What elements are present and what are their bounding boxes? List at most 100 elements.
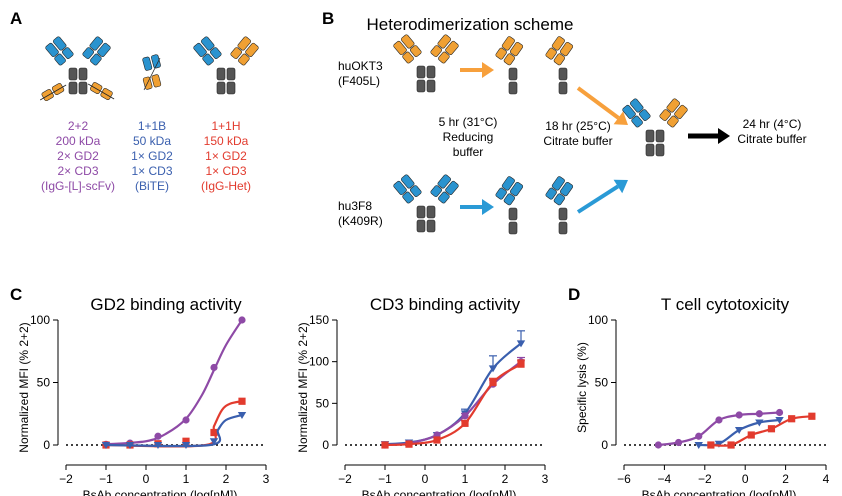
series-curve (384, 342, 522, 446)
step2-conditions-line: Citrate buffer (543, 134, 612, 148)
x-tick-label: −2 (698, 472, 712, 486)
data-point (154, 432, 162, 440)
domain-block (237, 36, 252, 51)
x-axis-label: BsAb concentration (log[nM]) (83, 488, 238, 496)
domain-block (438, 191, 450, 204)
arrow-step3 (688, 128, 730, 144)
scfv-gd2 (142, 54, 161, 71)
panel-a-construct-illustrations (39, 36, 259, 102)
domain-block (508, 81, 518, 95)
y-tick-label: 150 (309, 313, 329, 327)
data-point (715, 416, 723, 424)
domain-block (90, 82, 103, 95)
series-circle (102, 316, 246, 448)
x-tick-label: 2 (502, 472, 509, 486)
x-tick-label: −2 (338, 472, 352, 486)
step3-conditions: 24 hr (4°C)Citrate buffer (737, 117, 806, 146)
domain-block (400, 34, 415, 49)
domain-block (226, 67, 236, 81)
fab-arm (45, 36, 74, 66)
construct-label-line: 1× GD2 (205, 149, 247, 163)
domain-block (230, 47, 243, 59)
x-tick-label: −4 (658, 472, 672, 486)
data-point (516, 340, 526, 348)
parent-huokt3-label-line: huOKT3 (338, 59, 383, 73)
domain-block (100, 88, 113, 101)
domain-block (510, 181, 524, 197)
domain-block (508, 67, 518, 81)
data-point (125, 442, 135, 449)
series-circle (381, 356, 525, 449)
domain-block (200, 36, 215, 51)
domain-block (202, 53, 214, 66)
fc-region (68, 67, 88, 95)
parent-huokt3-label-line: (F405L) (338, 74, 380, 88)
domain-block (393, 40, 407, 55)
construct-label-line: (BiTE) (135, 179, 169, 193)
series-curve (105, 319, 243, 446)
construct-igg-het-drawing (193, 36, 259, 95)
domain-block (51, 83, 65, 96)
data-point (808, 412, 816, 420)
y-axis-label: Specific lysis (%) (575, 342, 589, 433)
construct-label-line: 1× GD2 (131, 149, 173, 163)
data-point (775, 408, 784, 417)
domain-block (445, 40, 459, 55)
x-tick-label: 0 (742, 472, 749, 486)
heterodimerization-scheme: huOKT3(F405L) hu3F8(K409R) 5 hr (31°C)Redu… (338, 34, 807, 235)
domain-block (402, 51, 414, 64)
data-point (488, 365, 498, 373)
domain-block (151, 54, 161, 69)
step3-conditions-line: 24 hr (4°C) (743, 117, 802, 131)
domain-block (54, 53, 66, 66)
data-point (153, 442, 163, 449)
arrow-head (613, 111, 628, 125)
domain-block (437, 34, 452, 49)
panel-letter-a: A (10, 9, 22, 28)
step1-conditions-line: buffer (453, 145, 483, 159)
fab-arm (393, 34, 422, 64)
domain-block (508, 221, 518, 235)
fab-arm (622, 98, 651, 128)
x-tick-label: 4 (823, 472, 830, 486)
fc-region (645, 129, 665, 157)
hu3f8-half-antibody-2 (545, 176, 574, 235)
data-point (747, 431, 755, 439)
domain-block (52, 36, 67, 51)
data-point (775, 417, 784, 424)
step1-conditions-line: Reducing (443, 130, 494, 144)
domain-block (622, 104, 636, 119)
domain-block (629, 98, 644, 113)
domain-block (416, 65, 426, 79)
domain-block (245, 42, 259, 57)
x-tick-label: 1 (183, 472, 190, 486)
domain-block (193, 42, 207, 57)
domain-block (41, 89, 54, 102)
y-tick-label: 50 (37, 376, 51, 390)
domain-block (226, 81, 236, 95)
domain-block (68, 81, 78, 95)
domain-block (78, 81, 88, 95)
construct-label-line: 1× CD3 (205, 164, 246, 178)
step2-conditions: 18 hr (25°C)Citrate buffer (543, 119, 612, 148)
data-point (210, 363, 218, 372)
huokt3-half-antibody-2 (545, 36, 574, 95)
data-point (461, 419, 469, 427)
domain-block (426, 79, 436, 93)
arrow-shaft (576, 184, 619, 214)
domain-block (558, 221, 568, 235)
domain-block (560, 181, 574, 197)
x-tick-label: −2 (59, 472, 73, 486)
construct-label-line: 2+2 (68, 119, 89, 133)
arrow-step2-top (576, 86, 628, 125)
parent-hu3f8-label-line: (K409R) (338, 214, 383, 228)
construct-label-line: 1× CD3 (131, 164, 172, 178)
data-point (714, 440, 724, 448)
data-point (238, 397, 246, 405)
panel-b-title: Heterodimerization scheme (367, 15, 574, 34)
fab-arm (193, 36, 222, 66)
